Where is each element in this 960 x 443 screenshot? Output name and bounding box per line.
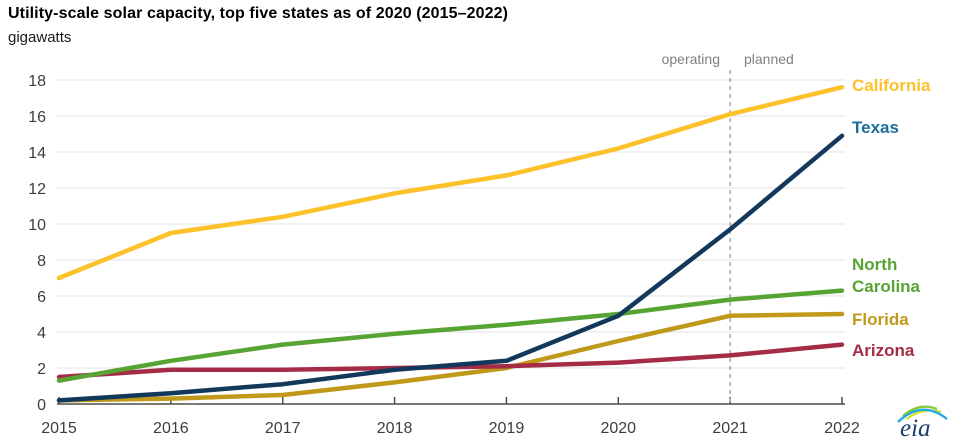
y-tick-label: 10 [28,217,46,234]
series-label-texas: Texas [852,118,899,137]
y-tick-label: 14 [28,145,46,162]
eia-logo: eia [891,401,953,442]
eia-logo-green-arc [902,405,938,417]
operating-annotation: operating [661,51,720,67]
planned-annotation: planned [744,51,794,67]
chart-title: Utility-scale solar capacity, top five s… [8,5,509,22]
line-texas [56,133,845,403]
series-label-florida: Florida [852,310,909,329]
line-north-carolina [56,288,845,383]
y-tick-label: 6 [37,289,46,306]
series-label-north-carolina: North Carolina [852,255,921,296]
x-tick-label: 2017 [265,420,301,437]
y-tick-label: 4 [37,325,46,342]
x-tick-label: 2018 [377,420,413,437]
x-tick-label: 2016 [153,420,189,437]
y-tick-label: 16 [28,109,46,126]
y-tick-label: 0 [37,397,46,414]
x-tick-label: 2022 [824,420,860,437]
y-tick-label: 2 [37,361,46,378]
chart-units-label: gigawatts [8,29,72,46]
y-tick-label: 8 [37,253,46,270]
x-tick-label: 2021 [712,420,748,437]
y-tick-label: 12 [28,181,46,198]
x-tick-label: 2020 [600,420,636,437]
y-tick-label: 18 [28,73,46,90]
x-tick-label: 2015 [41,420,77,437]
series-label-california: California [852,76,931,95]
eia-logo-text: eia [900,415,931,441]
series-label-arizona: Arizona [852,341,915,360]
line-california [56,84,845,281]
eia-logo-yellow-arc [906,409,942,420]
line-florida [56,311,845,403]
x-tick-label: 2019 [489,420,525,437]
eia-logo-blue-arc [897,408,948,423]
